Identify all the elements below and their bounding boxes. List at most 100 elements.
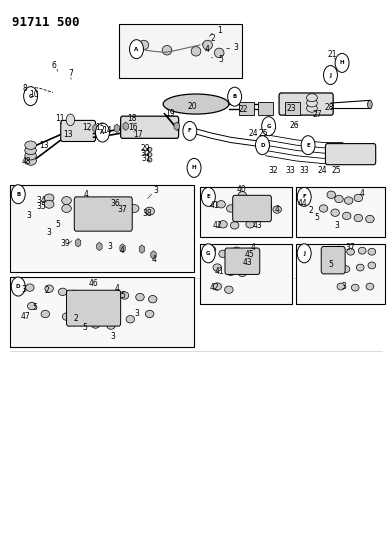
Text: A: A: [100, 130, 105, 135]
Ellipse shape: [105, 294, 113, 302]
Circle shape: [201, 244, 215, 263]
Text: 7: 7: [68, 69, 73, 78]
Text: 21: 21: [327, 50, 337, 59]
Text: 2: 2: [211, 34, 216, 43]
FancyBboxPatch shape: [225, 248, 260, 274]
Text: A: A: [134, 47, 139, 52]
Text: 22: 22: [239, 106, 248, 115]
Ellipse shape: [307, 94, 318, 102]
Text: 5: 5: [314, 214, 319, 222]
Text: D: D: [16, 284, 20, 289]
Text: 42: 42: [212, 221, 222, 230]
Text: 5: 5: [82, 322, 87, 332]
Text: E: E: [306, 143, 310, 148]
Text: 11: 11: [55, 114, 65, 123]
Circle shape: [24, 87, 38, 106]
Ellipse shape: [354, 194, 363, 201]
Text: 5: 5: [120, 291, 125, 300]
Text: F: F: [188, 128, 192, 133]
Ellipse shape: [232, 247, 241, 254]
FancyBboxPatch shape: [200, 188, 292, 238]
Circle shape: [183, 122, 197, 140]
Ellipse shape: [203, 40, 212, 50]
Ellipse shape: [62, 313, 71, 320]
Text: 2: 2: [45, 286, 50, 295]
Text: 18: 18: [127, 114, 137, 123]
Text: 10: 10: [30, 90, 39, 99]
FancyBboxPatch shape: [279, 93, 333, 115]
FancyBboxPatch shape: [10, 277, 194, 346]
Ellipse shape: [126, 316, 134, 323]
FancyBboxPatch shape: [285, 102, 300, 115]
Text: 41: 41: [210, 201, 220, 211]
Ellipse shape: [345, 197, 353, 204]
Ellipse shape: [25, 284, 34, 292]
Ellipse shape: [238, 191, 247, 199]
Ellipse shape: [147, 152, 152, 157]
FancyBboxPatch shape: [258, 102, 273, 115]
Text: 35: 35: [36, 202, 46, 211]
Ellipse shape: [366, 283, 374, 290]
Text: 37: 37: [117, 205, 127, 214]
Text: 14: 14: [102, 126, 112, 135]
Circle shape: [187, 158, 201, 177]
Ellipse shape: [91, 321, 100, 328]
Text: C: C: [29, 94, 33, 99]
Text: 40: 40: [237, 185, 247, 194]
Text: J: J: [330, 72, 332, 77]
Text: 25: 25: [331, 166, 341, 175]
Circle shape: [256, 136, 269, 155]
Text: 25: 25: [258, 129, 268, 138]
Text: E: E: [207, 195, 210, 199]
Text: 4: 4: [275, 205, 279, 214]
Circle shape: [297, 188, 311, 206]
Ellipse shape: [207, 246, 216, 253]
Text: 3: 3: [110, 332, 115, 341]
FancyBboxPatch shape: [121, 116, 179, 139]
Text: 4: 4: [360, 189, 365, 198]
Ellipse shape: [319, 205, 328, 212]
Ellipse shape: [66, 114, 74, 126]
FancyBboxPatch shape: [296, 188, 385, 238]
Ellipse shape: [191, 46, 201, 56]
Text: 3: 3: [135, 310, 140, 319]
Text: 30: 30: [141, 149, 151, 158]
Text: 4: 4: [120, 246, 124, 255]
Ellipse shape: [213, 264, 221, 271]
Circle shape: [228, 87, 241, 106]
Text: 3: 3: [108, 243, 113, 252]
Ellipse shape: [368, 262, 376, 269]
Text: 23: 23: [287, 104, 296, 114]
Text: 5: 5: [32, 303, 37, 312]
Ellipse shape: [343, 212, 351, 220]
Text: 6: 6: [51, 61, 56, 69]
Ellipse shape: [366, 215, 374, 223]
Text: D: D: [260, 143, 265, 148]
Circle shape: [11, 277, 25, 296]
Text: 4: 4: [251, 243, 256, 252]
Text: 5: 5: [56, 220, 60, 229]
Text: 48: 48: [22, 157, 31, 166]
Text: 3: 3: [27, 211, 31, 220]
Text: 38: 38: [143, 209, 152, 217]
Text: 16: 16: [128, 123, 138, 132]
Text: B: B: [232, 94, 237, 99]
Text: 3: 3: [153, 186, 158, 195]
Ellipse shape: [79, 199, 89, 207]
Text: 5: 5: [218, 55, 223, 64]
Ellipse shape: [214, 48, 224, 58]
Text: 3: 3: [46, 228, 51, 237]
Text: 43: 43: [242, 258, 252, 267]
Ellipse shape: [44, 200, 54, 208]
Ellipse shape: [337, 283, 345, 290]
FancyBboxPatch shape: [200, 244, 292, 304]
Text: 41: 41: [214, 267, 224, 276]
Ellipse shape: [354, 214, 363, 222]
Ellipse shape: [44, 194, 54, 202]
Ellipse shape: [307, 99, 318, 107]
Circle shape: [323, 66, 338, 85]
Text: H: H: [340, 60, 345, 66]
Text: 43: 43: [252, 221, 262, 230]
Text: 39: 39: [61, 239, 71, 248]
Text: 3: 3: [341, 281, 346, 290]
